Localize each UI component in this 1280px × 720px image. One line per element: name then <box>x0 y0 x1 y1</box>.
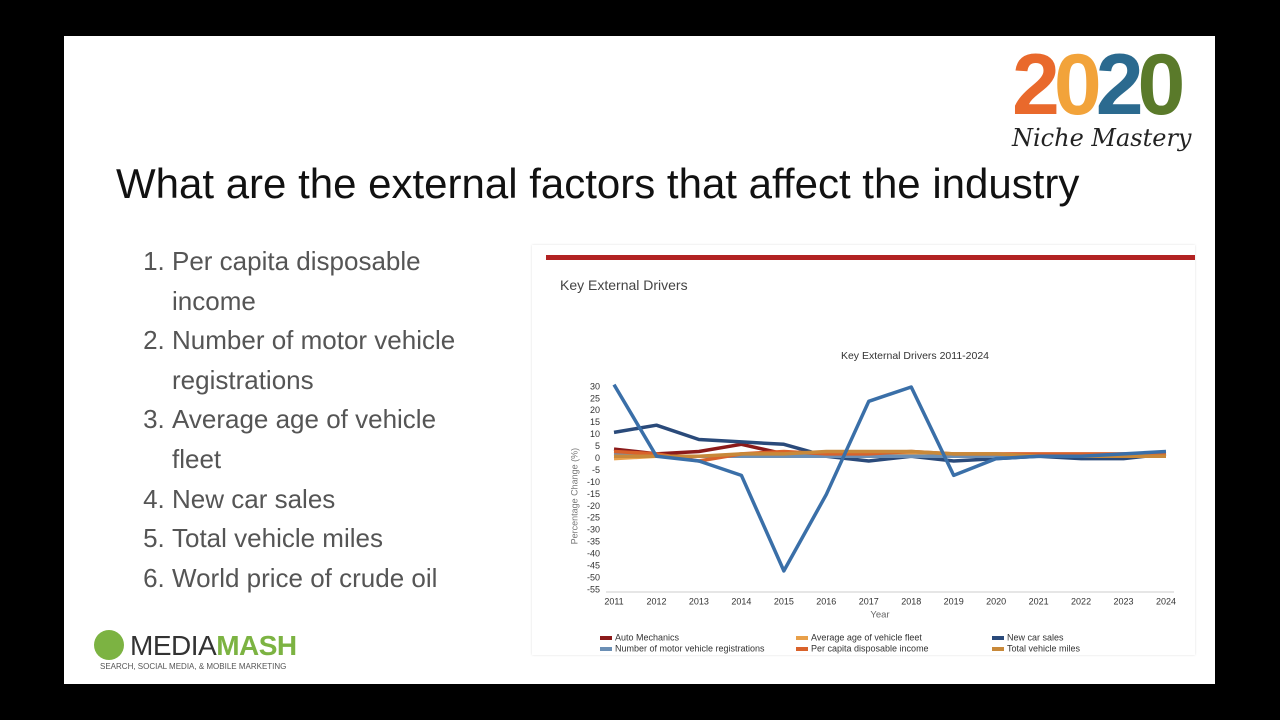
y-tick-label: 15 <box>590 417 600 427</box>
y-tick-label: -35 <box>587 537 600 547</box>
legend-label: World price of crude oil <box>615 654 707 655</box>
chart: Key External Drivers 2011-20243025201510… <box>569 350 1176 655</box>
panel-title: Key External Drivers <box>560 277 688 293</box>
series-line <box>613 423 1167 463</box>
y-tick-label: -45 <box>587 560 600 570</box>
list-item: Average age of vehicle fleet <box>172 400 482 479</box>
x-tick-label: 2020 <box>986 596 1006 606</box>
logo-digit: 2 <box>1012 37 1060 133</box>
x-tick-label: 2016 <box>816 596 836 606</box>
slide: 2020 Niche Mastery What are the external… <box>64 36 1215 684</box>
x-tick-label: 2011 <box>604 596 623 606</box>
legend-label: Average age of vehicle fleet <box>811 632 922 642</box>
list-item: World price of crude oil <box>172 559 482 599</box>
x-tick-label: 2012 <box>646 596 666 606</box>
y-tick-label: 25 <box>590 393 600 403</box>
x-tick-label: 2023 <box>1114 596 1134 606</box>
y-tick-label: -50 <box>587 572 600 582</box>
y-tick-label: -40 <box>587 549 600 559</box>
y-tick-label: 5 <box>595 441 600 451</box>
y-tick-label: 0 <box>595 453 600 463</box>
x-tick-label: 2015 <box>774 596 794 606</box>
y-axis-label: Percentage Change (%) <box>569 448 579 545</box>
legend-swatch <box>992 636 1004 640</box>
list-item: Number of motor vehicle registrations <box>172 321 482 400</box>
y-tick-label: 20 <box>590 405 600 415</box>
logo-digit: 0 <box>1137 37 1186 133</box>
y-tick-label: -10 <box>587 477 600 487</box>
logo-digit: 0 <box>1053 37 1102 133</box>
logo-name: MEDIAMASH <box>130 630 297 662</box>
x-tick-label: 2017 <box>859 596 879 606</box>
legend-label: Per capita disposable income <box>811 643 929 653</box>
legend-swatch <box>992 647 1004 651</box>
list-item: New car sales <box>172 480 482 520</box>
y-tick-label: -5 <box>592 465 600 475</box>
logo-icon <box>94 630 124 660</box>
y-tick-label: -20 <box>587 501 600 511</box>
legend-label: Number of motor vehicle registrations <box>615 643 765 653</box>
x-tick-label: 2021 <box>1029 596 1049 606</box>
legend-swatch <box>796 636 808 640</box>
x-tick-label: 2013 <box>689 596 709 606</box>
chart-title: Key External Drivers 2011-2024 <box>841 350 989 362</box>
x-tick-label: 2024 <box>1156 596 1176 606</box>
logo-year: 2020 <box>1012 36 1186 135</box>
list-item: Total vehicle miles <box>172 519 482 559</box>
y-tick-label: -15 <box>587 489 600 499</box>
slide-title: What are the external factors that affec… <box>116 160 1080 207</box>
y-tick-label: -55 <box>587 584 600 594</box>
y-tick-label: -25 <box>587 513 600 523</box>
legend-label: Auto Mechanics <box>615 632 680 642</box>
legend-swatch <box>600 647 612 651</box>
chart-panel: Key External Drivers Key External Driver… <box>532 245 1195 655</box>
panel-accent <box>546 255 1195 260</box>
legend-swatch <box>796 647 808 651</box>
logo-tagline: SEARCH, SOCIAL MEDIA, & MOBILE MARKETING <box>100 662 287 671</box>
x-tick-label: 2014 <box>731 596 751 606</box>
legend-swatch <box>600 636 612 640</box>
x-tick-label: 2018 <box>901 596 921 606</box>
y-tick-label: 10 <box>590 429 600 439</box>
series-line <box>612 383 1167 573</box>
x-axis-label: Year <box>870 610 889 621</box>
legend-label: New car sales <box>1007 632 1064 642</box>
x-tick-label: 2022 <box>1071 596 1091 606</box>
list-item: Per capita disposable income <box>172 242 482 321</box>
logo-digit: 2 <box>1095 37 1144 133</box>
legend-label: Total vehicle miles <box>1007 643 1081 653</box>
y-tick-label: -30 <box>587 525 600 535</box>
logo-name-a: MEDIA <box>130 630 217 661</box>
logo-tagline: Niche Mastery <box>1012 124 1192 152</box>
factor-list: Per capita disposable incomeNumber of mo… <box>116 242 482 598</box>
x-tick-label: 2019 <box>944 596 964 606</box>
logo-name-b: MASH <box>216 630 297 661</box>
y-tick-label: 30 <box>590 381 600 391</box>
